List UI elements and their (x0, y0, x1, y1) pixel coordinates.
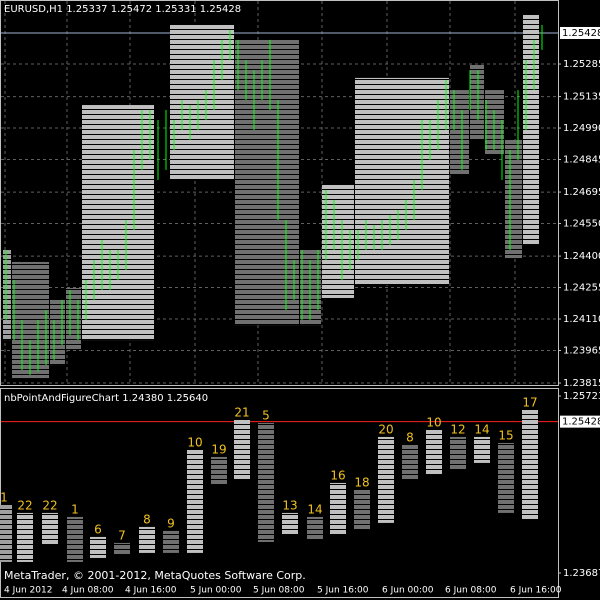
pf-column (187, 449, 203, 553)
column-count: 21 (234, 405, 249, 419)
x-tick-label: 4 Jun 16:00 (125, 586, 177, 596)
y-tick-label: 1.24550 (563, 219, 600, 230)
column-count: 14 (307, 502, 322, 516)
x-tick-label: 5 Jun 16:00 (317, 586, 369, 596)
pf-block (322, 184, 354, 298)
pf-column (426, 429, 442, 475)
current-price-box (560, 415, 600, 428)
y-tick-label: 1.24990 (563, 123, 600, 134)
pf-column (90, 536, 106, 558)
pf-block (523, 14, 539, 246)
pf-block (170, 24, 234, 180)
column-count: 9 (167, 516, 175, 530)
pf-block (505, 139, 522, 259)
column-count: 10 (187, 435, 202, 449)
current-price-label: 1.25428 (562, 28, 600, 39)
copyright: MetaTrader, © 2001-2012, MetaQuotes Soft… (4, 569, 306, 582)
x-tick-label: 6 Jun 16:00 (510, 586, 562, 596)
pf-column (282, 512, 298, 535)
x-tick-label: 4 Jun 2012 (4, 586, 52, 596)
indicator-title: nbPointAndFigureChart 1.24380 1.25640 (4, 393, 208, 404)
pf-column (354, 489, 370, 530)
pf-column (67, 516, 83, 562)
current-price-box (560, 26, 600, 39)
pf-block (66, 287, 81, 351)
y-tick-label: 1.24400 (563, 251, 600, 262)
pf-column (114, 542, 130, 555)
column-count: 19 (211, 442, 226, 456)
column-count: 7 (118, 528, 126, 542)
pf-column (498, 442, 514, 513)
pf-block (50, 299, 65, 366)
pf-column (474, 436, 490, 463)
column-count: 14 (474, 422, 489, 436)
pf-column (402, 444, 418, 480)
column-count: 8 (406, 430, 414, 444)
column-count: 22 (17, 498, 32, 512)
pf-column (330, 482, 346, 535)
column-count: 6 (94, 522, 102, 536)
column-count: 12 (450, 422, 465, 436)
column-count: 22 (42, 498, 57, 512)
main-panel-frame (0, 0, 559, 386)
y-tick-label: 1.24255 (563, 283, 600, 294)
column-count: 18 (354, 475, 369, 489)
column-count: 8 (143, 512, 151, 526)
pf-column (450, 436, 466, 470)
indicator-panel-frame (0, 388, 559, 598)
pf-column (522, 409, 538, 520)
column-count: 16 (330, 468, 345, 482)
x-tick-label: 5 Jun 08:00 (253, 586, 305, 596)
y-tick-label: 1.23815 (563, 378, 600, 389)
y-tick-label: 1.25135 (563, 92, 600, 103)
pf-block (3, 250, 11, 341)
pf-block (450, 90, 469, 175)
column-count: 1 (71, 502, 79, 516)
pf-column (234, 419, 250, 480)
column-count: 17 (522, 395, 537, 409)
x-tick-label: 4 Jun 08:00 (62, 586, 114, 596)
current-price-label: 1.25428 (562, 417, 600, 428)
column-count: 5 (262, 408, 270, 422)
main-title: EURUSD,H1 1.25337 1.25472 1.25331 1.2542… (4, 4, 241, 15)
pf-block (235, 39, 299, 326)
x-tick-label: 6 Jun 08:00 (445, 586, 497, 596)
pf-block (470, 64, 484, 140)
pf-column (17, 512, 33, 562)
y-tick-label: 1.24695 (563, 187, 600, 198)
column-count: 15 (498, 428, 513, 442)
pf-column (139, 526, 155, 553)
y-tick-label: 1.25723 (563, 391, 600, 402)
pf-block (82, 105, 154, 341)
y-tick-label: 1.24845 (563, 155, 600, 166)
column-count: 10 (426, 415, 441, 429)
pf-column (42, 512, 58, 545)
pf-column (378, 436, 394, 523)
column-count: 1 (0, 490, 8, 504)
pf-column (211, 456, 227, 485)
y-tick-label: 1.23965 (563, 345, 600, 356)
pf-column (0, 504, 12, 562)
column-count: 20 (378, 422, 393, 436)
column-count: 13 (282, 498, 297, 512)
x-tick-label: 6 Jun 00:00 (382, 586, 434, 596)
y-tick-label: 1.25285 (563, 59, 600, 70)
pf-block (355, 77, 449, 285)
y-tick-label: 1.24110 (563, 314, 600, 325)
pf-column (163, 530, 179, 553)
y-tick-label: 1.23687 (563, 568, 600, 579)
x-tick-label: 5 Jun 00:00 (190, 586, 242, 596)
pf-column (258, 422, 274, 542)
pf-column (307, 516, 323, 540)
